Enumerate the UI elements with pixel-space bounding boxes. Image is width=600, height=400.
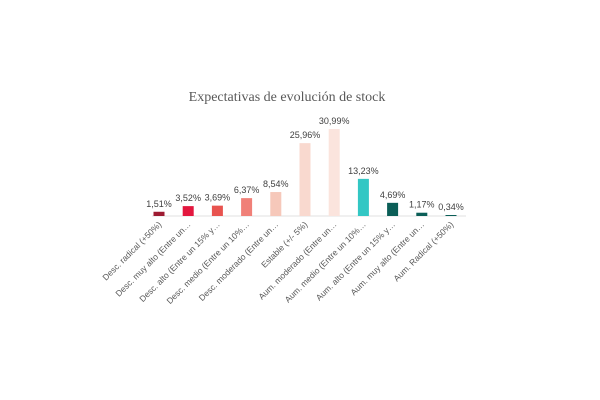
data-label-4: 8,54% xyxy=(263,179,289,189)
data-label-7: 13,23% xyxy=(348,166,379,176)
data-label-5: 25,96% xyxy=(290,130,321,140)
data-label-6: 30,99% xyxy=(319,116,350,126)
data-label-8: 4,69% xyxy=(380,190,406,200)
bar-2 xyxy=(211,205,223,216)
data-label-1: 3,52% xyxy=(175,193,201,203)
data-label-10: 0,34% xyxy=(438,202,464,212)
bar-3 xyxy=(241,198,253,216)
bar-7 xyxy=(357,178,369,216)
bar-8 xyxy=(387,202,399,216)
bar-0 xyxy=(153,211,165,216)
value-labels-group: 1,51%3,52% 3,69%6,37%8,54% 25,96% 30,99% 13,… xyxy=(146,116,464,212)
bar-6 xyxy=(328,129,340,216)
chart-title: Expectativas de evolución de stock xyxy=(189,90,386,105)
data-label-0: 1,51% xyxy=(146,199,172,209)
bar-4 xyxy=(270,192,282,216)
bar-5 xyxy=(299,143,311,216)
bars-group xyxy=(153,129,457,216)
bar-1 xyxy=(182,206,194,216)
data-label-3: 6,37% xyxy=(234,185,260,195)
bar-10 xyxy=(445,215,457,216)
data-label-9: 1,17% xyxy=(409,200,435,210)
bar-9 xyxy=(416,212,428,216)
x-tick-labels-group: Desc. radical (+50%)Desc. muy alto (Entr… xyxy=(100,219,455,306)
data-label-2: 3,69% xyxy=(205,193,231,203)
